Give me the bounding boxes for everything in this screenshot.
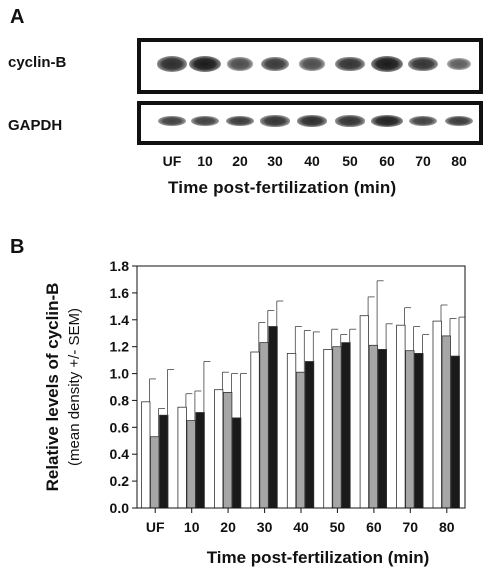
blot-band: [298, 57, 326, 71]
blot-band: [335, 56, 365, 72]
y-tick-label: 0.0: [110, 500, 130, 516]
bar: [286, 352, 297, 509]
panel-b-letter: B: [10, 236, 25, 258]
blot-band: [371, 115, 403, 127]
blot-band: [297, 115, 327, 127]
bar: [368, 344, 379, 509]
blot-band: [371, 56, 403, 72]
blot-band: [446, 57, 472, 71]
bar: [213, 389, 224, 509]
blot-band: [226, 57, 254, 71]
bar: [432, 320, 442, 509]
lane-label: 40: [304, 153, 320, 169]
cyclin-b-blot: [137, 38, 483, 94]
x-tick-label: 30: [257, 519, 273, 535]
panel-a-x-axis-title: Time post-fertilization (min): [168, 178, 397, 197]
bar: [441, 335, 451, 509]
lane-label: 50: [342, 153, 358, 169]
gapdh-blot: [137, 101, 483, 145]
lane-label: 30: [267, 153, 283, 169]
blot-band: [409, 115, 437, 127]
x-ticks: UF 10 20 30 40 50 60 70 80: [146, 508, 455, 535]
blot-band: [191, 115, 219, 127]
bar: [341, 342, 351, 509]
blot-band: [157, 56, 187, 72]
lane-label: 60: [379, 153, 395, 169]
y-tick-label: 1.2: [110, 339, 130, 355]
x-tick-label: 50: [330, 519, 346, 535]
bars-layer: [141, 280, 466, 509]
bar: [304, 361, 315, 509]
blot-band: [260, 115, 290, 127]
bar: [405, 350, 415, 509]
x-tick-label: 70: [403, 519, 419, 535]
bar: [295, 371, 306, 509]
bar: [332, 346, 342, 509]
x-tick-label: 40: [293, 519, 309, 535]
blot-band: [444, 115, 474, 127]
bar: [250, 351, 260, 509]
x-tick-label: UF: [146, 519, 165, 535]
blot-band: [408, 56, 438, 72]
x-tick-label: 10: [184, 519, 200, 535]
bar: [177, 406, 187, 509]
bar: [195, 412, 205, 509]
lane-label: 70: [415, 153, 431, 169]
bar: [159, 414, 169, 509]
x-tick-label: 20: [220, 519, 236, 535]
bar: [259, 342, 269, 509]
gapdh-row-label: GAPDH: [8, 117, 63, 134]
y-tick-label: 1.8: [110, 258, 130, 274]
blot-band: [158, 115, 186, 127]
bar: [141, 401, 151, 509]
blot-band: [260, 56, 290, 72]
y-ticks: 0.0 0.2 0.4 0.6 0.8 1.0 1.2 1.4 1.6 1.8: [110, 258, 137, 516]
bar: [323, 348, 333, 509]
cyclin-b-row-label: cyclin-B: [8, 54, 67, 71]
y-tick-label: 0.8: [110, 392, 130, 408]
y-tick-label: 0.2: [110, 473, 130, 489]
lane-label: 80: [451, 153, 467, 169]
y-tick-label: 1.4: [110, 312, 130, 328]
bar: [150, 436, 160, 509]
bar: [414, 352, 424, 509]
blot-band: [335, 115, 365, 127]
blot-band: [189, 56, 221, 72]
bar: [186, 420, 196, 509]
lane-label: 20: [232, 153, 248, 169]
x-tick-label: 60: [366, 519, 382, 535]
panel-b-x-axis-title: Time post-fertilization (min): [207, 548, 430, 567]
y-axis-title-line-1: Relative levels of cyclin-B: [43, 283, 62, 492]
x-tick-label: 80: [439, 519, 455, 535]
y-tick-label: 0.6: [110, 419, 130, 435]
bar: [268, 326, 278, 509]
bar: [450, 355, 460, 509]
bar: [377, 348, 388, 509]
panel-a-letter: A: [10, 6, 25, 28]
lane-label: UF: [162, 153, 182, 169]
lane-label: 10: [197, 153, 213, 169]
y-tick-label: 0.4: [110, 446, 130, 462]
y-tick-label: 1.0: [110, 366, 130, 382]
bar: [222, 391, 233, 509]
bar: [359, 315, 370, 509]
bar: [396, 324, 406, 509]
y-axis-title-line-2: (mean density +/- SEM): [66, 308, 83, 466]
y-tick-label: 1.6: [110, 285, 130, 301]
blot-band: [225, 115, 255, 127]
bar: [231, 417, 242, 509]
